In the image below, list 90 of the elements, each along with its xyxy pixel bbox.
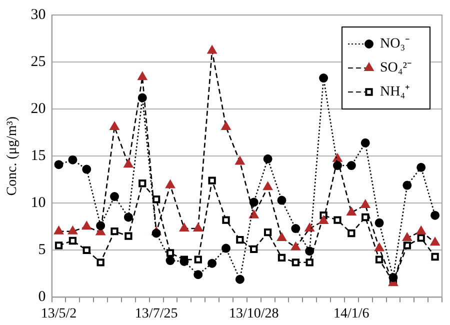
y-tick-label: 0: [38, 289, 46, 306]
point: [110, 192, 120, 202]
point: [82, 164, 92, 174]
point: [276, 232, 287, 241]
x-tick-label: 13/5/2: [40, 306, 77, 322]
point: [360, 138, 370, 148]
point: [235, 274, 244, 284]
point: [304, 223, 314, 232]
point: [348, 229, 356, 238]
point: [235, 156, 245, 165]
y-tick-label: 5: [38, 242, 46, 258]
point: [264, 228, 272, 236]
y-tick-label: 25: [30, 54, 46, 70]
point: [431, 252, 439, 261]
x-tick-label: 14/1/6: [334, 306, 370, 322]
point: [416, 162, 426, 172]
point: [375, 256, 384, 264]
point: [360, 200, 370, 208]
point: [249, 210, 259, 218]
point: [221, 121, 231, 130]
point: [236, 236, 244, 244]
point: [221, 244, 230, 253]
y-tick-label: 10: [30, 195, 46, 212]
point: [278, 254, 286, 262]
point: [68, 226, 78, 234]
point: [68, 155, 78, 164]
legend-label: NO₃⁻: [380, 36, 410, 52]
point: [430, 237, 440, 246]
point: [207, 45, 217, 54]
point: [374, 218, 384, 228]
point: [82, 221, 92, 230]
point: [124, 159, 134, 168]
point: [96, 258, 104, 266]
point: [124, 232, 132, 240]
point: [166, 249, 174, 257]
y-axis-title: Conc. (μg/m³): [5, 116, 20, 196]
point: [263, 154, 272, 164]
y-tick-label: 30: [30, 6, 46, 23]
point: [110, 121, 120, 130]
point: [165, 180, 176, 188]
point: [262, 182, 273, 190]
point: [166, 256, 175, 266]
point: [54, 226, 64, 234]
point: [152, 228, 161, 238]
point: [292, 258, 300, 266]
point: [208, 176, 216, 184]
point: [290, 242, 301, 250]
point: [334, 216, 342, 224]
point: [430, 210, 440, 220]
point: [138, 72, 148, 80]
point: [54, 160, 64, 170]
point: [96, 221, 106, 230]
point: [319, 74, 328, 83]
point: [54, 242, 63, 250]
point: [306, 258, 314, 266]
point: [291, 224, 300, 234]
point: [138, 180, 146, 188]
y-tick-label: 20: [30, 101, 46, 118]
point: [402, 180, 412, 190]
point: [402, 232, 412, 241]
point: [332, 161, 342, 170]
y-tick-label: 15: [30, 148, 46, 164]
point: [416, 226, 426, 234]
point: [346, 207, 356, 216]
point: [388, 272, 398, 282]
point: [180, 256, 189, 266]
legend-label: NH₄⁺: [380, 84, 410, 100]
point: [179, 223, 190, 232]
point: [194, 270, 203, 280]
legend-label: SO₄²⁻: [380, 60, 412, 76]
point: [374, 242, 384, 252]
x-tick-label: 13/7/25: [134, 306, 178, 322]
point: [124, 212, 133, 222]
point: [362, 213, 370, 222]
point: [277, 196, 286, 205]
point: [82, 246, 90, 254]
point: [222, 216, 230, 224]
point: [208, 258, 217, 268]
point: [193, 223, 203, 232]
point: [417, 234, 425, 242]
point: [194, 256, 202, 264]
point: [305, 246, 314, 256]
point: [318, 216, 328, 224]
point: [68, 236, 77, 245]
point: [346, 161, 356, 170]
point: [138, 93, 147, 102]
point: [110, 228, 118, 236]
point: [249, 198, 258, 207]
point: [250, 245, 258, 254]
x-tick-label: 13/10/28: [228, 306, 279, 322]
